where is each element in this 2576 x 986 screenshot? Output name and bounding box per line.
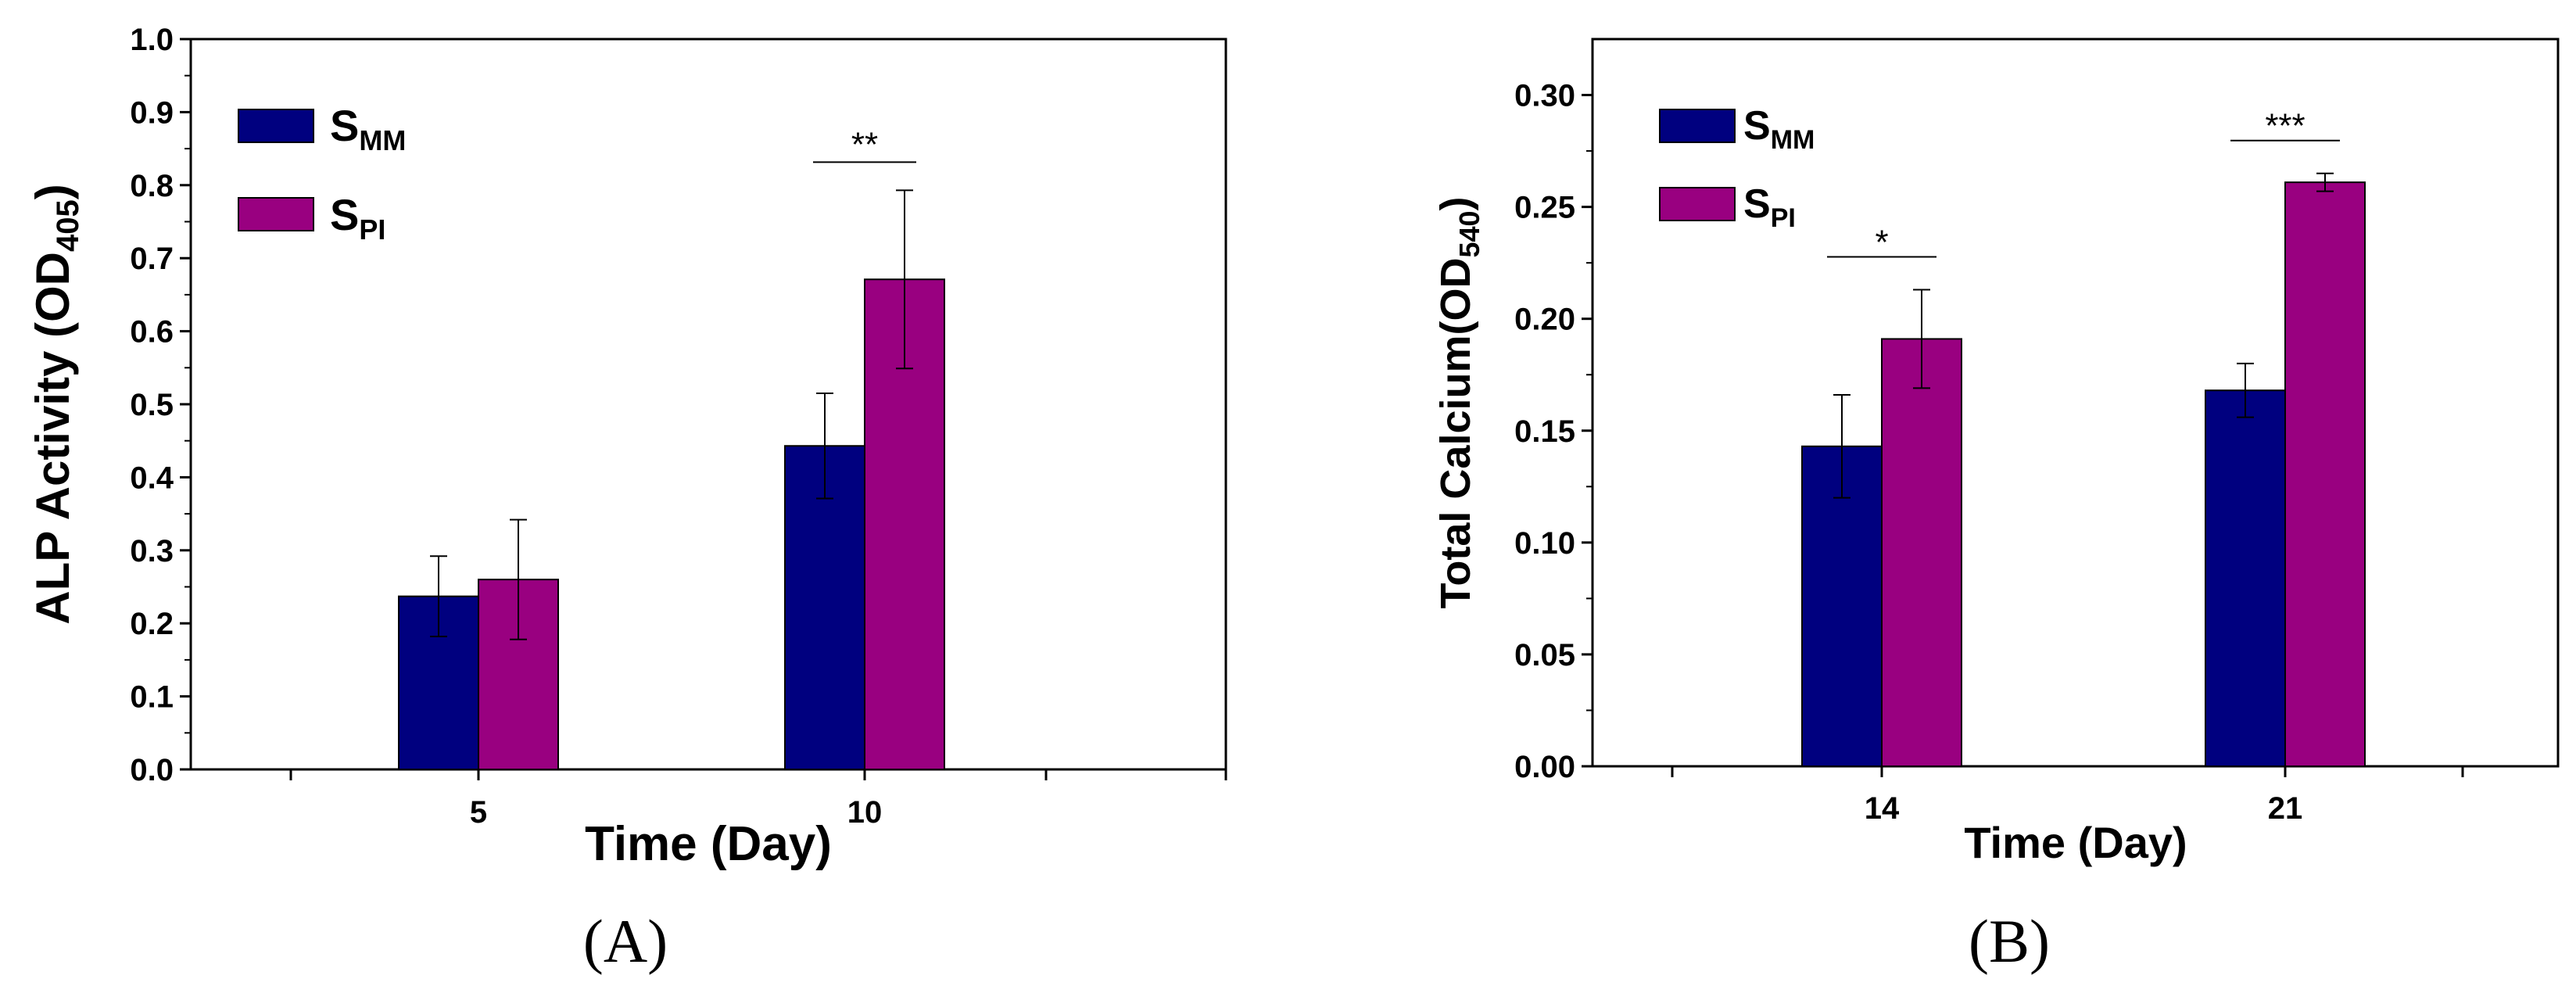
legend-label-spi-a: SPI (330, 190, 385, 246)
y-tick-label: 0.0 (130, 753, 174, 787)
y-tick-label: 0.30 (1514, 79, 1575, 113)
y-tick-label: 0.20 (1514, 303, 1575, 337)
x-axis-title-b: Time (Day) (1964, 818, 2187, 867)
bar-mm-14 (1801, 445, 1883, 767)
legend-label-smm-a: SMM (330, 101, 406, 156)
x-tick-label: 21 (2268, 791, 2303, 826)
y-tick-label: 1.0 (130, 23, 174, 57)
y-axis-title-b: Total Calcium(OD540) (1432, 196, 1485, 608)
legend-swatch-spi-a (238, 197, 314, 231)
significance-a: ** (813, 125, 916, 163)
y-tick-label: 0.6 (130, 315, 174, 350)
panel-b: 0.000.050.100.150.200.250.30 14 21 **** T… (1432, 38, 2560, 975)
legend-swatch-spi-b (1659, 187, 1736, 221)
bars-a (398, 189, 945, 771)
panel-label-b: (B) (1969, 907, 2050, 975)
y-tick-label: 0.3 (130, 534, 174, 568)
panel-label-a: (A) (583, 907, 668, 975)
legend-a: SMM SPI (238, 101, 406, 246)
significance-label: *** (2265, 107, 2305, 145)
y-tick-label: 0.4 (130, 461, 174, 495)
legend-label-smm-b: SMM (1743, 103, 1815, 155)
y-tick-label: 0.00 (1514, 750, 1575, 784)
bars-b (1801, 172, 2366, 767)
legend-swatch-smm-a (238, 109, 314, 143)
y-tick-label: 0.05 (1514, 638, 1575, 672)
y-tick-label: 0.5 (130, 388, 174, 422)
significance-label: ** (851, 125, 878, 163)
panel-a: 0.0 0.1 0.2 0.3 0.4 0.5 0.6 0.7 0.8 0.9 1.0 5 10 **… (27, 23, 1227, 975)
bar-pi-21 (2284, 181, 2366, 767)
x-axis-ticks-b: 14 21 (1671, 766, 2464, 826)
legend-swatch-smm-b (1659, 109, 1736, 143)
legend-label-spi-b: SPI (1743, 181, 1796, 233)
y-tick-label: 0.2 (130, 607, 174, 641)
x-axis-ticks-a: 5 10 (289, 769, 1227, 830)
significance-label: * (1875, 223, 1888, 261)
y-axis-title-a: ALP Activity (OD405) (27, 184, 85, 624)
y-tick-label: 0.10 (1514, 526, 1575, 561)
bar-mm-21 (2205, 389, 2286, 767)
x-tick-label: 5 (470, 795, 487, 830)
x-axis-title-a: Time (Day) (585, 817, 832, 871)
y-axis-ticks-b: 0.00 0.05 0.10 0.15 0.20 0.25 0.30 (1514, 79, 1593, 784)
y-tick-label: 0.25 (1514, 191, 1575, 225)
y-tick-label: 0.1 (130, 680, 174, 715)
plot-frame-b (1591, 38, 2560, 768)
x-tick-label: 14 (1865, 791, 1900, 826)
bar-pi-14 (1881, 338, 1962, 767)
legend-b: SMM SPI (1659, 103, 1815, 233)
y-axis-ticks-a: 0.0 0.1 0.2 0.3 0.4 0.5 0.6 0.7 0.8 0.9 1.0 (130, 23, 191, 787)
significance-b: **** (1827, 107, 2340, 261)
x-tick-label: 10 (847, 795, 883, 830)
y-tick-label: 0.9 (130, 95, 174, 130)
y-tick-label: 0.8 (130, 169, 174, 203)
y-tick-label: 0.15 (1514, 414, 1575, 449)
y-tick-label: 0.7 (130, 242, 174, 276)
